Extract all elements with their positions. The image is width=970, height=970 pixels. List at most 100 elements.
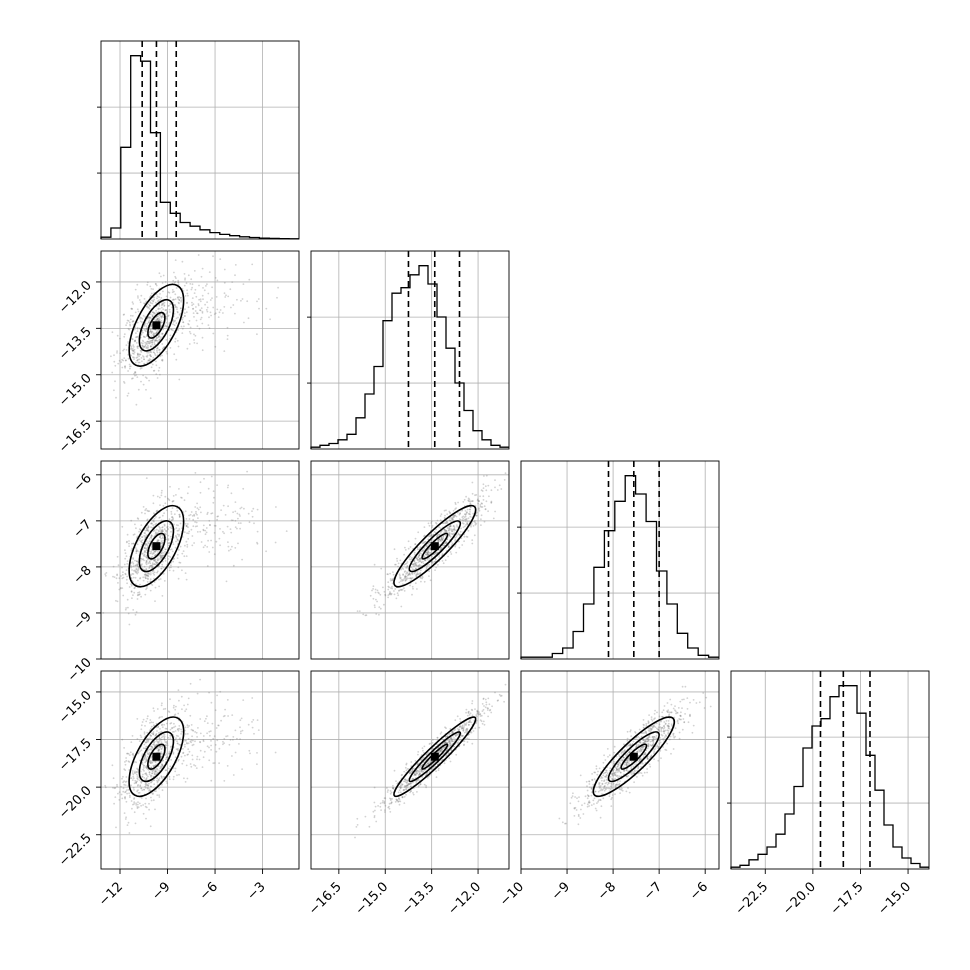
scatter-point	[666, 742, 669, 745]
scatter-point	[415, 564, 418, 566]
scatter-point	[464, 525, 466, 528]
scatter-point	[135, 583, 137, 585]
scatter-point	[132, 773, 135, 776]
scatter-point	[146, 361, 149, 364]
scatter-point	[424, 559, 427, 561]
scatter-point	[448, 757, 451, 759]
scatter-point	[380, 567, 383, 570]
scatter-point	[215, 540, 218, 543]
scatter-point	[201, 322, 204, 325]
scatter-point	[483, 712, 486, 715]
scatter-point	[123, 382, 126, 384]
scatter-point	[441, 553, 444, 555]
scatter-point	[397, 791, 400, 794]
scatter-point	[664, 723, 667, 725]
scatter-point	[561, 821, 564, 824]
scatter-point	[160, 767, 162, 769]
scatter-point	[124, 557, 127, 560]
scatter-point	[175, 317, 178, 320]
scatter-point	[450, 749, 453, 752]
scatter-point	[112, 565, 115, 568]
scatter-point	[132, 558, 135, 560]
scatter-point	[137, 345, 140, 348]
scatter-point	[148, 321, 150, 323]
scatter-point	[151, 584, 154, 586]
scatter-point	[237, 542, 239, 545]
scatter-point	[450, 544, 453, 546]
scatter-point	[142, 579, 145, 582]
scatter-point	[607, 782, 610, 784]
scatter-point	[437, 564, 439, 566]
scatter-point	[132, 609, 135, 611]
scatter-point	[414, 773, 417, 776]
scatter-point	[378, 613, 380, 616]
scatter-point	[398, 581, 401, 584]
scatter-point	[130, 354, 133, 357]
scatter-point	[494, 486, 496, 489]
scatter-point	[399, 577, 402, 579]
scatter-point	[145, 782, 147, 785]
scatter-point	[226, 338, 229, 340]
scatter-point	[135, 802, 138, 805]
scatter-point	[429, 541, 432, 544]
scatter-point	[135, 527, 137, 530]
scatter-point	[626, 758, 629, 761]
scatter-point	[146, 340, 149, 343]
scatter-point	[619, 762, 622, 765]
scatter-point	[467, 499, 470, 502]
scatter-point	[132, 349, 135, 352]
scatter-point	[165, 780, 168, 783]
scatter-point	[137, 358, 139, 361]
scatter-point	[134, 546, 137, 549]
scatter-point	[150, 292, 153, 295]
scatter-point	[419, 770, 421, 773]
scatter-point	[140, 595, 143, 598]
histogram-panel-1	[97, 40, 300, 240]
scatter-point	[484, 508, 487, 510]
scatter-point	[403, 563, 406, 566]
scatter-point	[214, 744, 217, 746]
scatter-point	[174, 713, 177, 716]
scatter-point	[603, 789, 606, 792]
scatter-point	[172, 495, 175, 497]
scatter-point	[146, 283, 149, 286]
scatter-point	[416, 763, 419, 765]
scatter-point	[417, 555, 420, 558]
scatter-point	[187, 748, 190, 751]
scatter-point	[153, 334, 156, 336]
scatter-point	[130, 314, 132, 317]
scatter-point	[154, 339, 157, 342]
scatter-point	[148, 379, 151, 382]
scatter-point	[185, 524, 188, 527]
scatter-point	[620, 751, 623, 754]
scatter-point	[172, 751, 175, 754]
scatter-point	[145, 528, 148, 530]
scatter-point	[468, 498, 471, 501]
scatter-point	[623, 750, 625, 752]
scatter-point	[176, 509, 179, 512]
scatter-point	[480, 506, 483, 508]
scatter-point	[169, 334, 172, 337]
scatter-point	[622, 756, 625, 759]
scatter-point	[392, 787, 395, 790]
scatter-point	[642, 741, 645, 744]
scatter-point	[135, 357, 138, 359]
scatter-point	[175, 494, 177, 496]
scatter-point	[159, 745, 162, 748]
scatter-point	[164, 548, 167, 551]
scatter-point	[456, 728, 459, 730]
scatter-point	[629, 744, 632, 746]
scatter-point	[184, 726, 187, 729]
scatter-point	[176, 774, 178, 777]
scatter-point	[210, 779, 213, 782]
scatter-point	[159, 313, 162, 316]
scatter-point	[137, 784, 140, 786]
scatter-point	[152, 370, 155, 372]
scatter-point	[128, 321, 131, 324]
histogram-steps	[100, 55, 299, 240]
scatter-point	[454, 719, 457, 722]
scatter-point	[374, 588, 377, 591]
scatter-point	[461, 727, 463, 729]
scatter-point	[142, 558, 145, 560]
scatter-point	[454, 508, 456, 510]
